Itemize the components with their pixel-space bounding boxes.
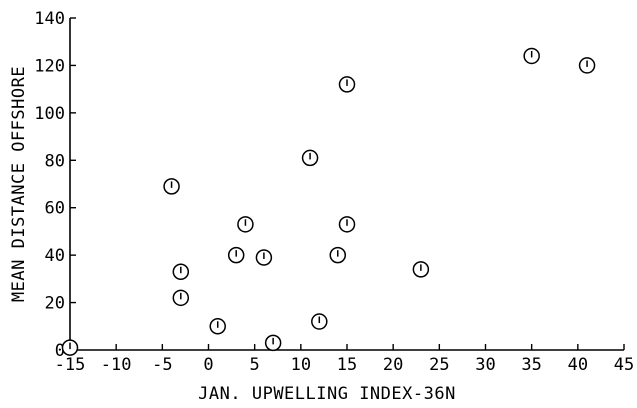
y-tick-label: 80	[45, 151, 65, 171]
data-point	[301, 149, 319, 167]
y-tick-label: 40	[45, 246, 65, 266]
data-point	[172, 289, 190, 307]
data-point	[523, 47, 540, 65]
x-tick-label: 20	[383, 355, 403, 375]
data-point	[311, 313, 328, 330]
data-point	[578, 57, 596, 74]
data-point	[61, 339, 79, 356]
x-tick-label: 5	[250, 355, 260, 375]
chart-axes	[69, 18, 624, 351]
axis-ticks: -15 -10 -5 0 5 10 15 20 25 30 35 40 45 0 20 40 60 80 100 12…	[34, 9, 634, 375]
data-point	[412, 261, 430, 278]
data-point	[172, 263, 190, 280]
x-tick-label: 40	[568, 355, 588, 375]
y-tick-label: 20	[45, 294, 65, 314]
x-tick-label: 45	[614, 355, 634, 375]
y-tick-label: 60	[45, 199, 65, 219]
x-tick-label: 30	[475, 355, 495, 375]
y-tick-label: 100	[34, 104, 65, 124]
data-point	[237, 216, 254, 233]
y-tick-label: 120	[34, 56, 65, 76]
data-points	[61, 47, 596, 356]
x-tick-label: -15	[55, 355, 86, 375]
y-tick-label: 140	[34, 9, 65, 29]
data-point	[338, 216, 356, 233]
x-tick-label: 0	[203, 355, 213, 375]
data-point	[163, 178, 180, 195]
y-axis-title: MEAN DISTANCE OFFSHORE	[9, 66, 29, 302]
data-point	[264, 334, 282, 352]
x-tick-label: -10	[101, 355, 132, 375]
data-point	[227, 246, 245, 264]
x-tick-label: -5	[152, 355, 172, 375]
data-point	[255, 249, 273, 266]
x-tick-label: 35	[521, 355, 541, 375]
y-tick-label: 0	[55, 341, 65, 361]
x-tick-label: 10	[291, 355, 311, 375]
data-point	[329, 246, 347, 264]
x-axis-title: JAN. UPWELLING INDEX-36N	[198, 384, 456, 404]
data-point	[209, 318, 226, 335]
x-tick-label: 15	[337, 355, 357, 375]
data-point	[338, 76, 356, 93]
x-tick-label: 25	[429, 355, 449, 375]
